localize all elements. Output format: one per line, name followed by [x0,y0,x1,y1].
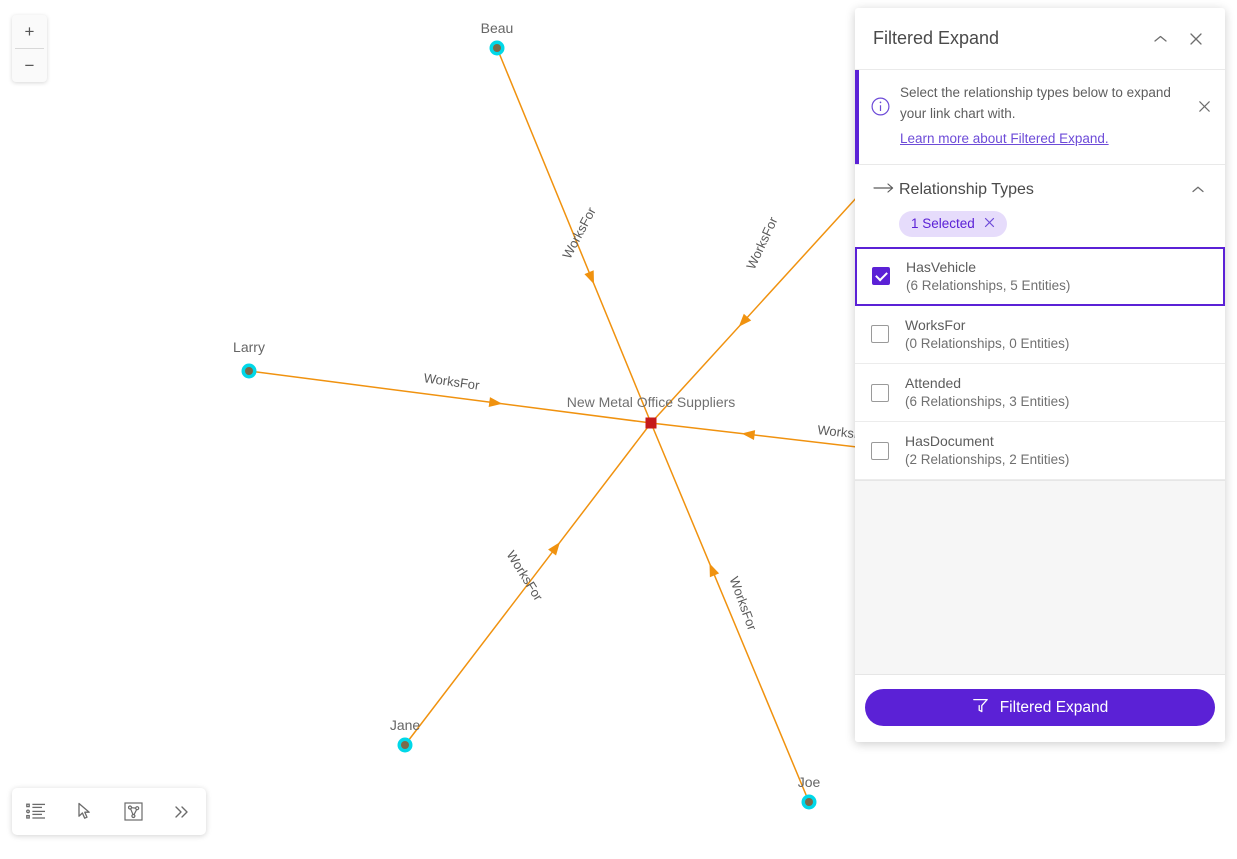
chevron-up-icon[interactable] [1145,24,1175,54]
relationship-type-texts: WorksFor (0 Relationships, 0 Entities) [905,316,1069,353]
chart-edge-label: WorksFor [504,548,547,604]
relationship-type-item[interactable]: HasDocument (2 Relationships, 2 Entities) [855,422,1225,481]
chart-edge[interactable] [650,161,890,424]
relationship-type-name: Attended [905,374,962,391]
relationship-type-texts: HasVehicle (6 Relationships, 5 Entities) [906,258,1070,295]
chart-node-person-core [805,798,813,806]
chart-edge[interactable] [248,370,652,424]
legend-list-icon[interactable] [19,795,53,829]
chart-edge-label: WorksFor [423,370,481,393]
chart-edge[interactable] [496,47,652,424]
panel-header: Filtered Expand [855,8,1225,70]
selected-count-chip[interactable]: 1 Selected [899,210,1007,237]
link-chart-icon[interactable] [116,795,150,829]
arrow-right-icon [873,181,899,199]
chart-node-label: Larry [233,339,265,355]
relationship-type-item[interactable]: Attended (6 Relationships, 3 Entities) [855,363,1225,423]
relationship-type-name: HasVehicle [906,258,977,275]
panel-title: Filtered Expand [873,28,1000,48]
close-icon[interactable] [1181,24,1211,54]
panel-empty-area [855,480,1225,674]
chart-edge-arrowhead [548,542,560,556]
chart-edge-arrowhead [738,313,752,327]
relationship-type-texts: HasDocument (2 Relationships, 2 Entities) [905,432,1069,469]
panel-footer: Filtered Expand [855,674,1225,742]
chart-node-label: Jane [390,717,421,733]
bottom-toolbar [12,788,206,835]
filtered-expand-panel: Filtered Expand [855,8,1225,742]
relationship-type-texts: Attended (6 Relationships, 3 Entities) [905,374,1069,411]
zoom-in-button[interactable]: + [24,22,35,41]
node-labels-layer: New Metal Office Suppliers Beau Larry Jane J… [233,20,820,790]
zoom-divider [15,48,44,49]
filter-funnel-icon [972,697,989,719]
chart-edge[interactable] [404,422,652,746]
chart-node-label: Beau [481,20,514,36]
chart-edge-arrowhead [488,397,503,408]
pointer-select-icon[interactable] [68,795,102,829]
chart-edge-label: WorksFor [743,214,781,272]
info-close-icon[interactable] [1193,95,1215,117]
relationship-type-item[interactable]: WorksFor (0 Relationships, 0 Entities) [855,305,1225,364]
filtered-expand-button-label: Filtered Expand [999,698,1109,716]
relationship-type-checkbox[interactable] [871,383,889,402]
chart-node-label: New Metal Office Suppliers [567,394,736,410]
chart-edge[interactable] [650,422,810,803]
info-message: Select the relationship types below to e… [900,85,1171,121]
chart-edge-label: WorksFor [727,575,761,633]
selected-filters-row: 1 Selected [855,207,1225,247]
relationship-type-name: HasDocument [905,433,994,450]
relationship-type-counts: (6 Relationships, 3 Entities) [905,393,1070,409]
relationship-type-checkbox[interactable] [872,267,890,286]
zoom-control: + − [12,15,47,82]
section-chevron-up-icon[interactable] [1185,177,1211,203]
section-title: Relationship Types [899,180,1034,198]
chart-node-person-core [245,367,253,375]
chart-edge-arrowhead [709,563,720,578]
info-banner: Select the relationship types below to e… [855,70,1225,164]
relationship-type-counts: (0 Relationships, 0 Entities) [905,335,1070,351]
info-text-block: Select the relationship types below to e… [900,83,1193,150]
relationship-type-counts: (6 Relationships, 5 Entities) [906,277,1071,293]
relationship-type-counts: (2 Relationships, 2 Entities) [905,451,1070,467]
chart-node-label: Joe [798,774,821,790]
chart-node-person-core [401,741,409,749]
selected-count-label: 1 Selected [911,216,975,232]
chip-close-icon[interactable] [984,217,995,230]
relationship-type-item[interactable]: HasVehicle (6 Relationships, 5 Entities) [855,246,1225,306]
relationship-type-name: WorksFor [905,316,966,333]
chart-edge-arrowhead [584,270,594,285]
relationship-type-checkbox[interactable] [871,325,889,344]
learn-more-link[interactable]: Learn more about Filtered Expand. [900,130,1109,146]
chart-edge-arrowhead [741,430,756,441]
relationship-types-list: HasVehicle (6 Relationships, 5 Entities) W… [855,246,1225,481]
double-chevron-right-icon[interactable] [165,795,199,829]
zoom-out-button[interactable]: − [24,56,35,75]
info-circle-icon [871,97,890,121]
chart-node-organization[interactable] [645,417,657,429]
nodes-layer [241,40,817,810]
relationship-type-checkbox[interactable] [871,441,889,460]
chart-node-person-core [493,44,501,52]
relationship-types-section-header: Relationship Types [855,163,1225,207]
filtered-expand-button[interactable]: Filtered Expand [865,689,1215,726]
